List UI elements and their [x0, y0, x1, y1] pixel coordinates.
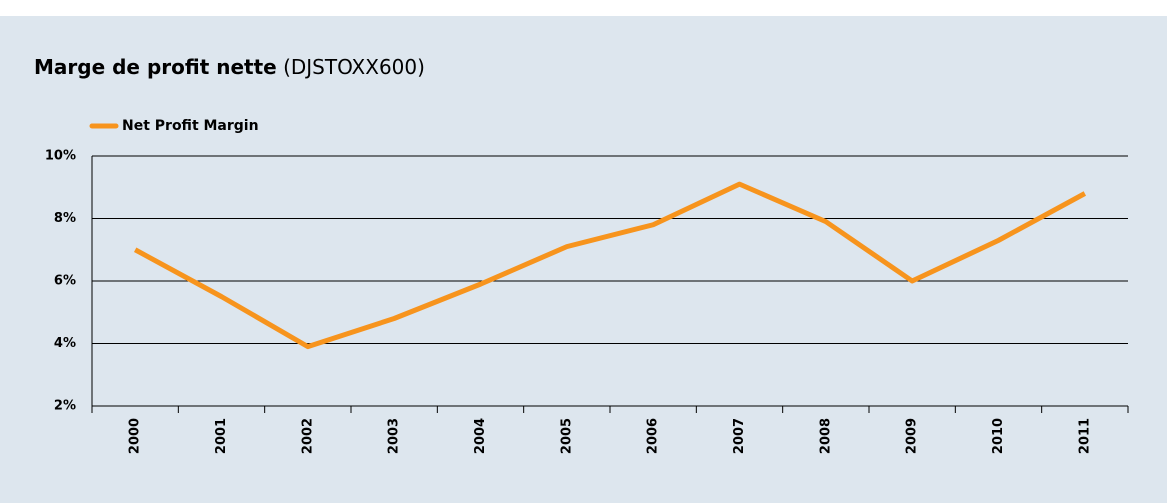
x-tick-label: 2011: [1077, 418, 1092, 454]
chart-title: Marge de profit nette: [34, 55, 277, 79]
x-tick-label: 2002: [300, 418, 315, 454]
chart-heading: Marge de profit nette (DJSTOXX600): [34, 55, 425, 79]
y-tick-label: 6%: [54, 274, 76, 289]
x-tick-label: 2003: [387, 418, 402, 454]
legend-label: Net Profit Margin: [122, 118, 259, 134]
chart-background: [0, 16, 1167, 503]
x-tick-label: 2001: [214, 418, 229, 454]
x-tick-label: 2009: [905, 418, 920, 454]
x-tick-label: 2006: [646, 418, 661, 454]
y-tick-label: 4%: [54, 336, 76, 351]
x-tick-label: 2000: [128, 418, 143, 454]
x-tick-label: 2007: [732, 418, 747, 454]
data-line: [133, 181, 1087, 350]
y-tick-label: 2%: [54, 399, 76, 414]
chart-subtitle: (DJSTOXX600): [283, 55, 425, 79]
x-tick-label: 2008: [818, 418, 833, 454]
x-tick-label: 2010: [991, 418, 1006, 454]
y-tick-label: 8%: [54, 211, 76, 226]
x-tick-label: 2004: [473, 418, 488, 454]
x-tick-label: 2005: [559, 418, 574, 454]
y-tick-label: 10%: [45, 149, 76, 164]
